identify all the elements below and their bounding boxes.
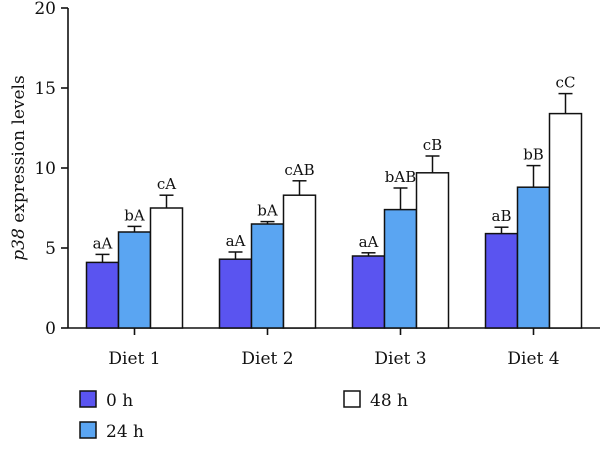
bar bbox=[218, 258, 253, 329]
data-label: aA bbox=[93, 234, 113, 252]
y-tick-label: 10 bbox=[34, 159, 56, 179]
y-tick-label: 5 bbox=[45, 239, 56, 259]
data-label: bA bbox=[124, 206, 145, 224]
data-label: bB bbox=[523, 146, 544, 164]
bar bbox=[415, 172, 450, 329]
category-label: Diet 1 bbox=[108, 349, 160, 369]
data-label: bA bbox=[257, 202, 278, 220]
y-tick-label: 20 bbox=[34, 0, 56, 19]
bar bbox=[548, 112, 583, 329]
legend-label: 0 h bbox=[106, 391, 133, 411]
bar bbox=[117, 231, 152, 329]
data-label: cA bbox=[157, 175, 176, 193]
y-axis-title: p38 expression levels bbox=[9, 75, 29, 260]
data-label: cC bbox=[556, 74, 576, 92]
axes: 0 5 10 15 20 Diet 1 Diet 2 Diet 3 Diet 4 bbox=[34, 0, 600, 369]
legend-swatch bbox=[79, 421, 97, 439]
bars: aA bA cA aA bA cAB aA bAB cB aB bB cC bbox=[85, 74, 583, 329]
data-label: aA bbox=[359, 233, 379, 251]
bar bbox=[383, 208, 418, 329]
data-label: cAB bbox=[284, 161, 314, 179]
legend-label: 24 h bbox=[106, 422, 144, 442]
bar bbox=[149, 207, 184, 329]
data-label: aA bbox=[226, 232, 246, 250]
legend: 0 h 24 h 48 h bbox=[79, 390, 408, 442]
bar bbox=[484, 232, 519, 329]
bar bbox=[250, 223, 285, 329]
data-label: cB bbox=[423, 136, 442, 154]
category-label: Diet 4 bbox=[507, 349, 559, 369]
category-label: Diet 3 bbox=[374, 349, 426, 369]
bar bbox=[282, 194, 317, 329]
y-axis-title-italic: p38 bbox=[9, 228, 29, 261]
bar bbox=[516, 186, 551, 329]
category-label: Diet 2 bbox=[241, 349, 293, 369]
y-tick-label: 0 bbox=[45, 319, 56, 339]
data-label: aB bbox=[492, 207, 512, 225]
legend-swatch bbox=[343, 390, 361, 408]
y-tick-label: 15 bbox=[34, 79, 56, 99]
legend-swatch bbox=[79, 390, 97, 408]
bar bbox=[351, 255, 386, 329]
y-axis-title-rest: expression levels bbox=[9, 75, 29, 228]
data-label: bAB bbox=[385, 168, 416, 186]
legend-label: 48 h bbox=[370, 391, 408, 411]
bar bbox=[85, 261, 120, 329]
